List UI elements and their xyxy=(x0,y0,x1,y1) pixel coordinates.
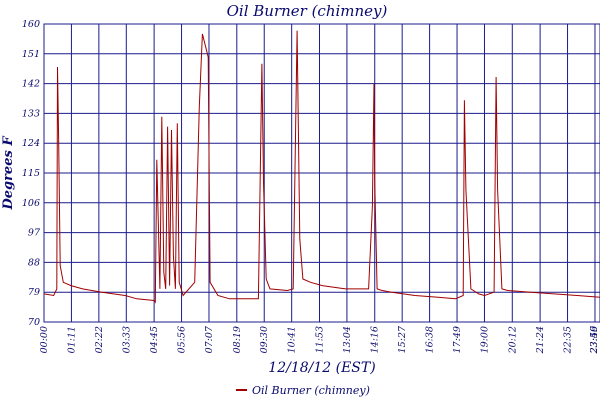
x-tick-label: 09:30 xyxy=(259,326,270,353)
y-tick-label: 115 xyxy=(22,168,40,179)
x-tick-label: 23:46 xyxy=(589,326,600,354)
x-tick-label: 21:24 xyxy=(535,326,546,354)
legend-label: Oil Burner (chimney) xyxy=(252,384,370,397)
x-tick-label: 16:38 xyxy=(425,326,436,353)
x-tick-label: 14:16 xyxy=(370,326,381,353)
series-line-oil-burner xyxy=(43,30,600,304)
x-tick-label: 04:45 xyxy=(149,326,160,353)
y-tick-label: 70 xyxy=(28,317,40,328)
x-tick-label: 13:04 xyxy=(342,326,353,353)
y-tick-label: 88 xyxy=(28,257,40,268)
y-tick-label: 124 xyxy=(22,138,40,149)
y-tick-label: 133 xyxy=(22,108,40,119)
y-tick-label: 151 xyxy=(22,49,40,60)
y-tick-label: 160 xyxy=(22,19,40,30)
x-tick-label: 08:19 xyxy=(232,326,243,353)
x-tick-label: 23:59 xyxy=(589,326,600,354)
x-tick-label: 10:41 xyxy=(287,326,298,353)
x-tick-label: 20:12 xyxy=(507,326,518,354)
x-tick-label: 02:22 xyxy=(94,326,105,353)
y-tick-label: 142 xyxy=(22,79,40,90)
chart-title: Oil Burner (chimney) xyxy=(227,2,388,20)
x-tick-label: 05:56 xyxy=(177,326,188,353)
y-tick-label: 79 xyxy=(28,287,40,298)
legend: Oil Burner (chimney) xyxy=(236,384,370,397)
x-tick-label: 01:11 xyxy=(66,326,77,353)
y-tick-label: 106 xyxy=(22,198,40,209)
y-tick-label: 97 xyxy=(28,228,41,239)
x-tick-label: 15:27 xyxy=(397,325,408,353)
x-tick-labels: 00:00 01:11 02:22 03:33 04:45 05:56 07:07 08:19… xyxy=(39,325,600,354)
x-tick-label: 00:00 xyxy=(39,326,50,353)
x-axis-label: 12/18/12 (EST) xyxy=(268,360,375,376)
y-tick-labels: 70 79 88 97 106 115 124 133 142 151 160 xyxy=(22,19,41,328)
x-tick-label: 19:00 xyxy=(479,326,490,353)
x-tick-label: 07:07 xyxy=(204,325,215,353)
y-axis-label: Degrees F xyxy=(1,136,16,211)
gridlines xyxy=(44,23,600,323)
x-tick-label: 22:35 xyxy=(563,326,574,354)
x-tick-label: 11:53 xyxy=(314,326,325,353)
x-tick-label: 17:49 xyxy=(452,326,463,353)
x-tick-label: 03:33 xyxy=(121,326,132,353)
